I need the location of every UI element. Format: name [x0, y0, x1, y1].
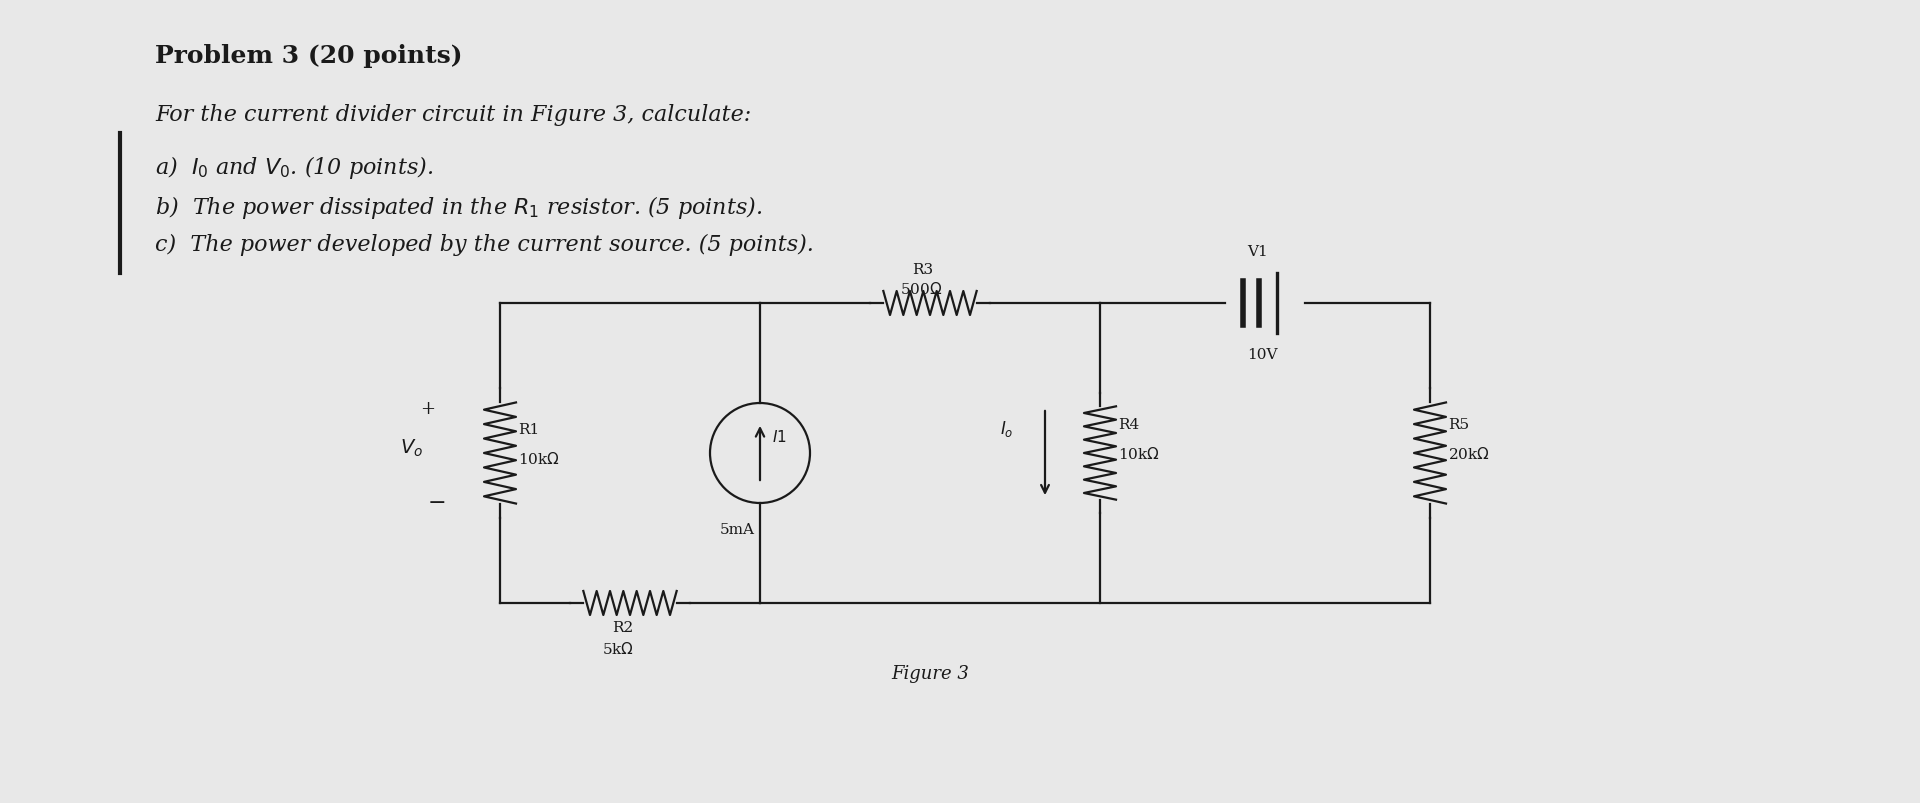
- Text: R1: R1: [518, 422, 540, 437]
- Text: R2: R2: [612, 620, 634, 634]
- Text: $I1$: $I1$: [772, 429, 787, 444]
- Text: $V_o$: $V_o$: [399, 438, 422, 459]
- Text: $I_o$: $I_o$: [1000, 418, 1014, 438]
- Text: R5: R5: [1448, 418, 1469, 431]
- Text: 10k$\Omega$: 10k$\Omega$: [1117, 446, 1160, 462]
- Text: Problem 3 (20 points): Problem 3 (20 points): [156, 44, 463, 68]
- Text: For the current divider circuit in Figure 3, calculate:: For the current divider circuit in Figur…: [156, 104, 751, 126]
- Text: V1: V1: [1246, 245, 1267, 259]
- Text: b)  The power dissipated in the $R_1$ resistor. (5 points).: b) The power dissipated in the $R_1$ res…: [156, 194, 762, 221]
- Text: 20k$\Omega$: 20k$\Omega$: [1448, 446, 1490, 462]
- Text: R4: R4: [1117, 418, 1139, 431]
- Text: c)  The power developed by the current source. (5 points).: c) The power developed by the current so…: [156, 234, 814, 256]
- Text: +: +: [420, 400, 436, 418]
- Text: 10V: 10V: [1246, 348, 1277, 361]
- Text: 5mA: 5mA: [720, 522, 755, 536]
- Text: −: −: [428, 491, 447, 513]
- Text: 500$\Omega$: 500$\Omega$: [900, 281, 943, 296]
- Text: a)  $I_0$ and $V_0$. (10 points).: a) $I_0$ and $V_0$. (10 points).: [156, 154, 434, 181]
- Text: R3: R3: [912, 263, 933, 277]
- Text: 10k$\Omega$: 10k$\Omega$: [518, 450, 561, 467]
- Text: 5k$\Omega$: 5k$\Omega$: [603, 640, 634, 656]
- Text: Figure 3: Figure 3: [891, 664, 970, 683]
